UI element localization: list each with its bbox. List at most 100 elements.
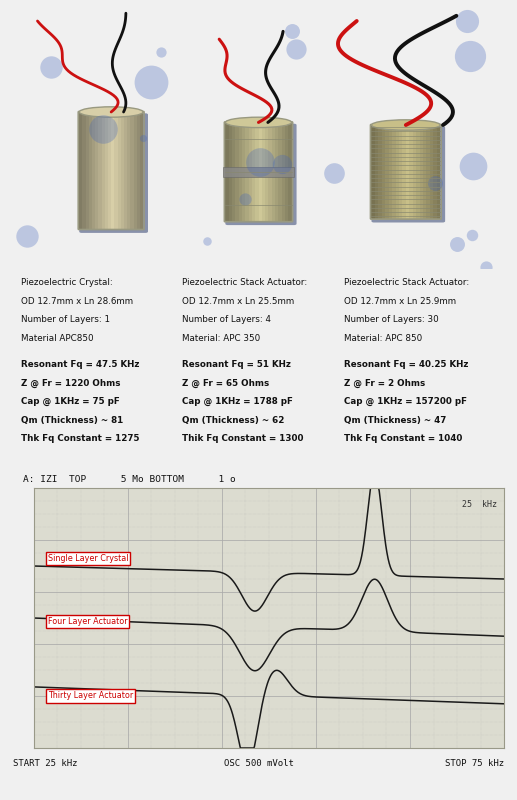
Text: Z @ Fr = 2 Ohms: Z @ Fr = 2 Ohms: [343, 378, 425, 387]
Bar: [223, 167, 294, 177]
Text: OD 12.7mm x Ln 25.5mm: OD 12.7mm x Ln 25.5mm: [182, 297, 294, 306]
Bar: [245, 122, 249, 222]
Text: A: IZI  TOP      5 Mo BOTTOM      1 o: A: IZI TOP 5 Mo BOTTOM 1 o: [23, 475, 236, 484]
Bar: [114, 112, 117, 229]
Text: Material APC850: Material APC850: [21, 334, 93, 342]
Bar: [396, 125, 399, 218]
Bar: [133, 112, 136, 229]
Text: Four Layer Actuator: Four Layer Actuator: [48, 618, 127, 626]
Bar: [86, 112, 89, 229]
FancyBboxPatch shape: [79, 114, 148, 233]
Bar: [430, 125, 433, 218]
Text: Cap @ 1KHz = 75 pF: Cap @ 1KHz = 75 pF: [21, 397, 119, 406]
Text: STOP 75 kHz: STOP 75 kHz: [445, 759, 504, 769]
Bar: [130, 112, 133, 229]
Bar: [79, 112, 82, 229]
Bar: [229, 122, 232, 222]
Bar: [136, 112, 140, 229]
Bar: [272, 122, 275, 222]
Bar: [255, 122, 258, 222]
Bar: [416, 125, 420, 218]
Bar: [402, 125, 406, 218]
Bar: [437, 125, 440, 218]
Bar: [389, 125, 392, 218]
Bar: [117, 112, 121, 229]
Text: START 25 kHz: START 25 kHz: [13, 759, 78, 769]
Bar: [262, 122, 265, 222]
Bar: [288, 122, 292, 222]
Bar: [98, 112, 101, 229]
Bar: [249, 122, 252, 222]
Text: Number of Layers: 30: Number of Layers: 30: [343, 315, 438, 324]
Bar: [378, 125, 382, 218]
Bar: [235, 122, 239, 222]
Bar: [399, 125, 402, 218]
Bar: [140, 112, 143, 229]
Bar: [385, 125, 389, 218]
Bar: [105, 112, 108, 229]
Bar: [413, 125, 416, 218]
Bar: [95, 112, 98, 229]
Bar: [225, 122, 229, 222]
Bar: [420, 125, 423, 218]
Bar: [265, 122, 268, 222]
Text: Qm (Thickness) ~ 81: Qm (Thickness) ~ 81: [21, 416, 123, 425]
Bar: [89, 112, 92, 229]
Bar: [101, 112, 105, 229]
Text: Number of Layers: 1: Number of Layers: 1: [21, 315, 110, 324]
Text: Piezoelectric Crystal:: Piezoelectric Crystal:: [21, 278, 112, 287]
Bar: [111, 112, 114, 229]
Text: Single Layer Crystal: Single Layer Crystal: [48, 554, 128, 562]
FancyBboxPatch shape: [225, 124, 297, 225]
Text: OSC 500 mVolt: OSC 500 mVolt: [223, 759, 294, 769]
Ellipse shape: [79, 106, 143, 118]
Bar: [82, 112, 86, 229]
Bar: [124, 112, 127, 229]
Text: Resonant Fq = 47.5 KHz: Resonant Fq = 47.5 KHz: [21, 360, 139, 369]
Bar: [275, 122, 278, 222]
Text: Piezoelectric Stack Actuator:: Piezoelectric Stack Actuator:: [343, 278, 469, 287]
Text: Thk Fq Constant = 1275: Thk Fq Constant = 1275: [21, 434, 139, 443]
Bar: [285, 122, 288, 222]
Bar: [282, 122, 285, 222]
Bar: [268, 122, 272, 222]
Bar: [278, 122, 282, 222]
Text: OD 12.7mm x Ln 28.6mm: OD 12.7mm x Ln 28.6mm: [21, 297, 133, 306]
Bar: [232, 122, 235, 222]
Bar: [382, 125, 385, 218]
Bar: [92, 112, 95, 229]
Text: Cap @ 1KHz = 1788 pF: Cap @ 1KHz = 1788 pF: [182, 397, 293, 406]
Text: Z @ Fr = 1220 Ohms: Z @ Fr = 1220 Ohms: [21, 378, 120, 387]
Bar: [252, 122, 255, 222]
Text: Thk Fq Constant = 1040: Thk Fq Constant = 1040: [343, 434, 462, 443]
Text: Number of Layers: 4: Number of Layers: 4: [182, 315, 271, 324]
Bar: [121, 112, 124, 229]
Text: Piezoelectric Stack Actuator:: Piezoelectric Stack Actuator:: [182, 278, 307, 287]
Text: OD 12.7mm x Ln 25.9mm: OD 12.7mm x Ln 25.9mm: [343, 297, 455, 306]
Text: Material: APC 850: Material: APC 850: [343, 334, 422, 342]
Bar: [127, 112, 130, 229]
Text: Qm (Thickness) ~ 47: Qm (Thickness) ~ 47: [343, 416, 446, 425]
Bar: [433, 125, 437, 218]
Bar: [409, 125, 413, 218]
Text: Qm (Thickness) ~ 62: Qm (Thickness) ~ 62: [182, 416, 284, 425]
Ellipse shape: [225, 117, 292, 127]
Text: Thik Fq Constant = 1300: Thik Fq Constant = 1300: [182, 434, 303, 443]
Bar: [406, 125, 409, 218]
Bar: [258, 122, 262, 222]
Bar: [239, 122, 242, 222]
Bar: [372, 125, 375, 218]
Text: 25  kHz: 25 kHz: [462, 500, 497, 509]
Bar: [423, 125, 427, 218]
Text: Material: APC 350: Material: APC 350: [182, 334, 260, 342]
Bar: [392, 125, 396, 218]
Bar: [375, 125, 378, 218]
Bar: [108, 112, 111, 229]
Text: Resonant Fq = 51 KHz: Resonant Fq = 51 KHz: [182, 360, 291, 369]
Text: Z @ Fr = 65 Ohms: Z @ Fr = 65 Ohms: [182, 378, 269, 387]
Ellipse shape: [372, 120, 440, 130]
Text: Cap @ 1KHz = 157200 pF: Cap @ 1KHz = 157200 pF: [343, 397, 466, 406]
Text: Resonant Fq = 40.25 KHz: Resonant Fq = 40.25 KHz: [343, 360, 468, 369]
Text: Thirty Layer Actuator: Thirty Layer Actuator: [48, 691, 133, 701]
FancyBboxPatch shape: [372, 126, 445, 222]
